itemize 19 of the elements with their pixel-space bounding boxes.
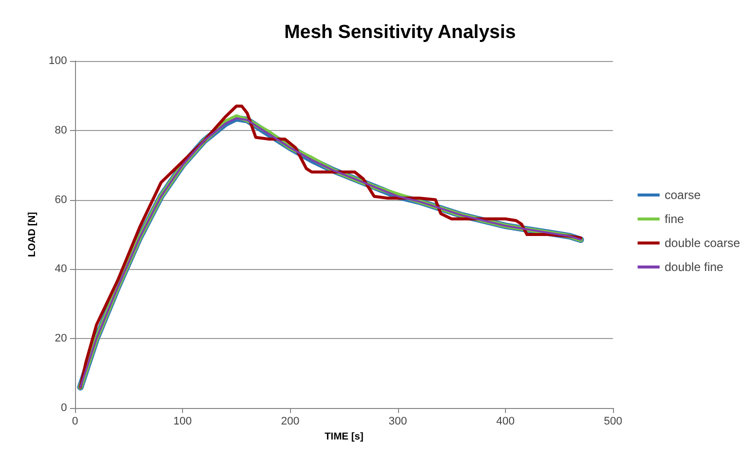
x-tick-label: 200 [281,416,300,428]
y-tick-label: 20 [54,332,67,345]
legend-label: double fine [664,260,724,274]
legend-label: coarse [664,188,701,202]
y-tick-label: 60 [54,194,67,206]
y-axis-title: LOAD [N] [27,212,38,257]
y-tick-label: 80 [54,124,67,136]
x-axis-title: TIME [s] [324,432,364,442]
x-tick-label: 300 [388,416,407,428]
x-tick-label: 0 [72,416,78,428]
chart-title: Mesh Sensitivity Analysis [284,22,516,43]
y-tick-label: 0 [60,402,67,414]
x-tick-label: 100 [173,416,192,428]
x-tick-label: 400 [496,416,515,428]
y-tick-label: 100 [48,55,67,67]
y-tick-label: 40 [54,263,67,276]
legend-label: double coarse [664,236,740,250]
legend-label: fine [664,212,684,226]
x-tick-label: 500 [604,416,622,428]
